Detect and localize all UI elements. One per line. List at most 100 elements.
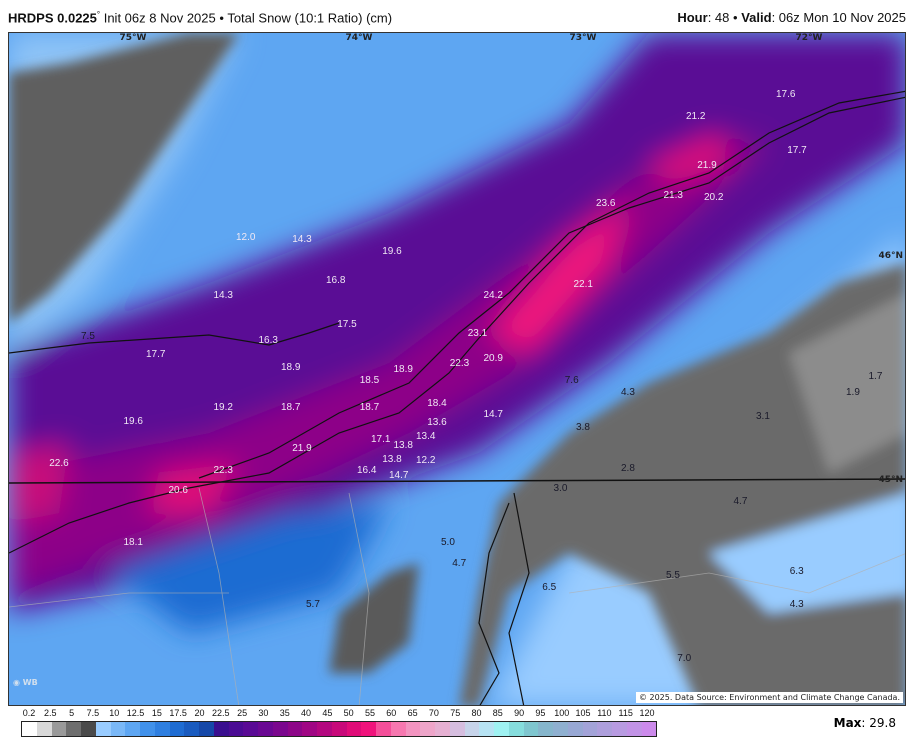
colorbar-tick: 12.5 — [126, 708, 145, 718]
colorbar-swatch — [110, 722, 126, 736]
colorbar-swatch — [538, 722, 553, 736]
snow-value-label: 14.3 — [213, 290, 233, 302]
snowfall-field — [9, 33, 905, 705]
snow-value-label: 2.8 — [621, 462, 635, 474]
snow-value-label: 4.7 — [733, 496, 748, 508]
snow-value-label: 23.1 — [467, 328, 488, 340]
colorbar-swatch — [435, 722, 450, 736]
colorbar-swatch — [553, 722, 568, 736]
snow-value-label: 12.2 — [416, 454, 436, 466]
colorbar-tick: 5 — [69, 708, 75, 718]
colorbar-tick: 115 — [618, 708, 633, 718]
colorbar-tick: 90 — [514, 708, 525, 718]
snow-value-label: 17.5 — [337, 319, 357, 331]
snow-value-label: 23.6 — [596, 198, 616, 210]
colorbar-tick: 30 — [258, 708, 269, 718]
colorbar-tick: 60 — [386, 708, 397, 718]
colorbar-swatch — [361, 722, 376, 736]
colorbar-swatch — [612, 722, 627, 736]
latitude-label: 46°N — [878, 251, 903, 261]
snow-value-label: 13.4 — [416, 431, 436, 443]
colorbar-swatch — [405, 722, 421, 736]
colorbar-swatch — [154, 722, 170, 736]
snow-value-label: 3.0 — [553, 482, 568, 494]
colorbar-tick: 20 — [194, 708, 205, 718]
snow-value-label: 20.9 — [483, 353, 503, 365]
snow-value-label: 18.9 — [393, 364, 413, 376]
snow-value-label: 14.7 — [483, 409, 503, 421]
snow-value-label: 20.6 — [168, 485, 188, 497]
colorbar-swatch — [508, 722, 524, 736]
snow-value-label: 22.1 — [573, 279, 593, 291]
snow-value-label: 18.4 — [427, 397, 447, 409]
colorbar-tick: 55 — [364, 708, 375, 718]
snow-value-label: 22.3 — [213, 465, 233, 477]
colorbar-swatch — [582, 722, 598, 736]
snow-value-label: 14.3 — [292, 234, 312, 246]
snow-value-label: 4.3 — [621, 386, 635, 398]
colorbar-swatch — [228, 722, 244, 736]
colorbar-ticks: 0.2 2.5 5 7.5 10 12.5 15 17.5 20 22.5 25 30 35 40 45 50… — [21, 708, 655, 719]
snow-value-label: 13.8 — [393, 440, 413, 452]
colorbar-swatch — [376, 722, 391, 736]
snow-value-label: 13.8 — [382, 453, 402, 465]
snow-value-label: 18.7 — [359, 402, 380, 414]
snow-value-label: 24.2 — [483, 290, 503, 302]
colorbar-tick: 65 — [407, 708, 418, 718]
snow-value-label: 17.6 — [776, 88, 796, 100]
snow-value-label: 5.0 — [441, 536, 455, 548]
snow-value-label: 13.6 — [427, 417, 447, 429]
longitude-label: 73°W — [569, 33, 597, 43]
colorbar-tick: 22.5 — [212, 708, 230, 718]
colorbar-swatch — [449, 722, 465, 736]
weatherbell-logo: ◉ WB — [13, 678, 38, 687]
snow-value-label: 21.9 — [697, 160, 717, 172]
colorbar-swatch — [213, 722, 229, 736]
colorbar-swatch — [346, 722, 362, 736]
colorbar-swatch — [302, 722, 317, 736]
colorbar-swatch — [243, 722, 258, 736]
colorbar-tick: 110 — [597, 708, 612, 718]
colorbar-tick: 120 — [639, 708, 655, 718]
colorbar-tick: 10 — [109, 708, 120, 718]
colorbar-swatch — [567, 722, 583, 736]
colorbar-tick: 75 — [450, 708, 461, 718]
snow-value-label: 17.7 — [146, 348, 166, 360]
snow-value-label: 18.5 — [359, 375, 380, 387]
snow-value-label: 21.9 — [292, 442, 312, 454]
colorbar-swatch — [95, 722, 111, 736]
colorbar — [21, 721, 657, 737]
colorbar-swatch — [597, 722, 612, 736]
colorbar-swatch — [272, 722, 288, 736]
snow-value-label: 7.6 — [564, 375, 579, 387]
snow-value-label: 12.0 — [236, 232, 256, 244]
colorbar-swatch — [169, 722, 185, 736]
snowfall-map[interactable]: 75°W 74°W 73°W 72°W 46°N 45°N 17.6 21.2 17… — [8, 32, 906, 706]
snow-value-label: 18.9 — [281, 361, 301, 373]
colorbar-tick: 80 — [471, 708, 482, 718]
snow-value-label: 4.3 — [789, 599, 804, 611]
colorbar-swatch — [140, 722, 155, 736]
colorbar-swatch — [184, 722, 199, 736]
colorbar-swatch — [390, 722, 406, 736]
snow-value-label: 17.7 — [787, 144, 807, 156]
colorbar-swatch — [81, 722, 96, 736]
snow-value-label: 1.7 — [868, 370, 883, 382]
snow-value-label: 16.4 — [357, 465, 377, 477]
longitude-label: 74°W — [345, 33, 373, 43]
colorbar-swatch — [479, 722, 494, 736]
colorbar-swatch — [125, 722, 140, 736]
colorbar-tick: 7.5 — [86, 708, 100, 718]
snow-value-label: 5.7 — [306, 599, 320, 611]
map-title: HRDPS 0.0225° Init 06z 8 Nov 2025 • Tota… — [8, 10, 393, 26]
colorbar-swatch — [36, 722, 52, 736]
colorbar-tick: 25 — [237, 708, 248, 718]
snow-value-label: 20.2 — [704, 191, 724, 203]
colorbar-tick: 70 — [428, 708, 439, 718]
colorbar-tick: 0.2 — [22, 708, 36, 718]
colorbar-swatch — [494, 722, 509, 736]
latitude-label: 45°N — [878, 475, 903, 485]
snow-value-label: 7.0 — [677, 653, 692, 665]
snow-value-label: 6.3 — [789, 565, 804, 577]
colorbar-swatch — [523, 722, 539, 736]
